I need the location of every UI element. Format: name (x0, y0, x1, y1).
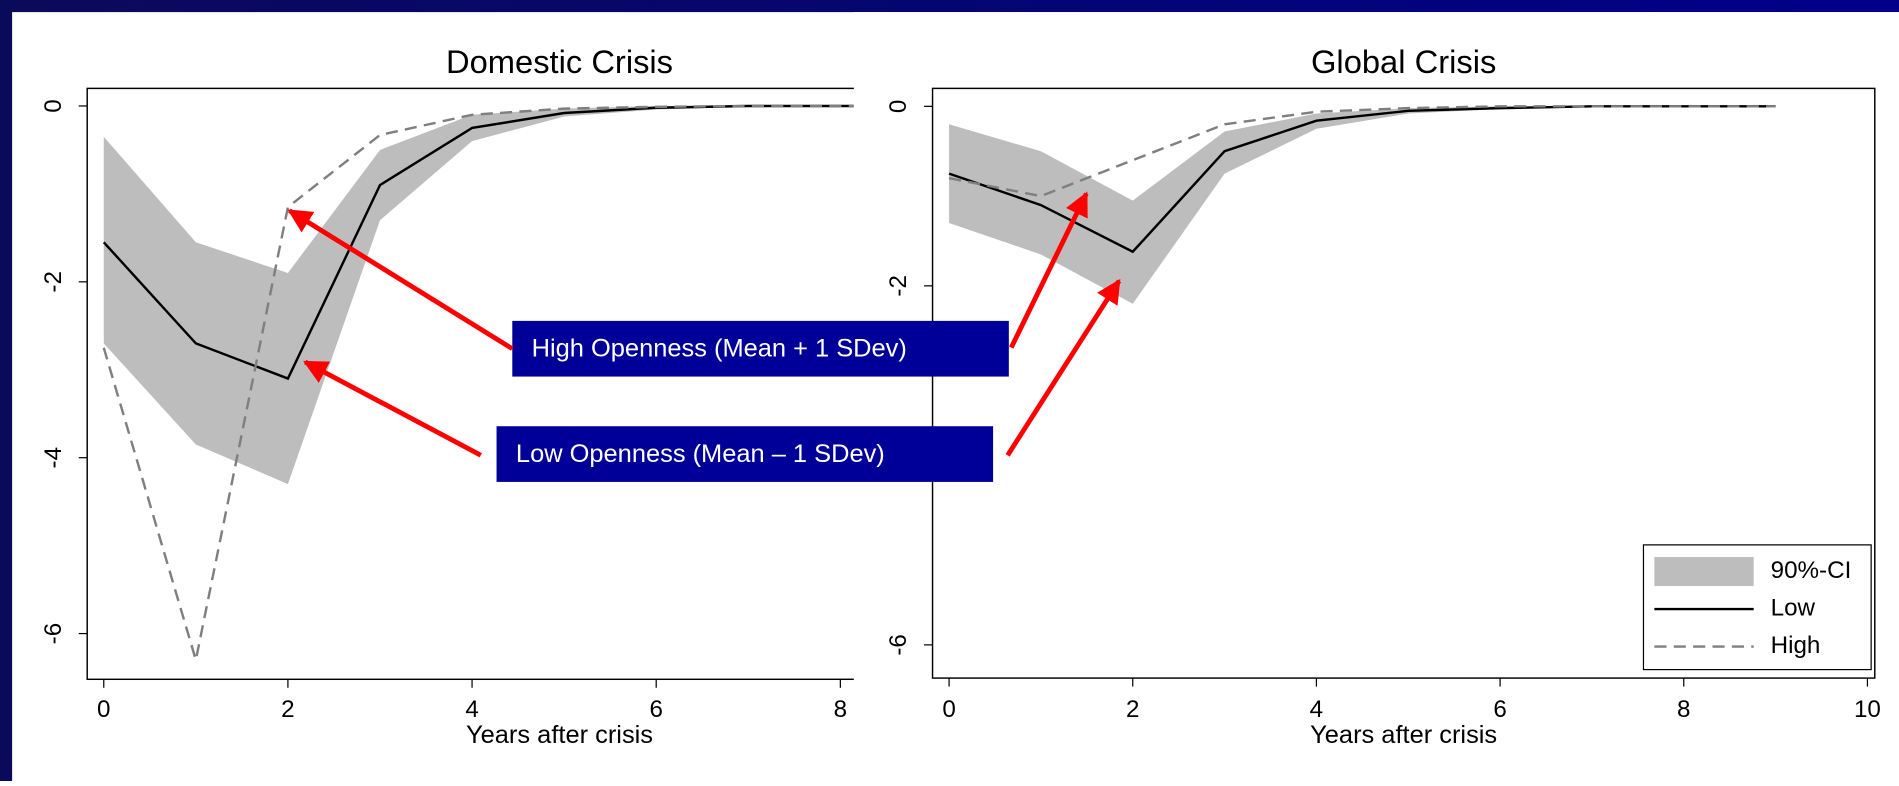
chart-title: Global Crisis (1311, 43, 1496, 80)
x-tick-label: 8 (834, 696, 847, 723)
x-tick-label: 6 (1493, 696, 1506, 723)
x-tick-label: 8 (1677, 696, 1690, 723)
arrow (303, 359, 482, 458)
chart-title: Domestic Crisis (446, 43, 673, 80)
arrow (1005, 278, 1122, 457)
plot-area (931, 87, 1876, 679)
x-tick-label: 10 (1854, 696, 1881, 723)
annotations: High Openness (Mean + 1 SDev) Low Openne… (287, 191, 1122, 482)
series-line (102, 104, 933, 661)
annotation: High Openness (Mean + 1 SDev) (532, 335, 907, 363)
ci-band (103, 105, 933, 485)
x-tick-label: 4 (465, 696, 478, 723)
y-tick-label: -2 (40, 271, 67, 293)
y-tick-label: 0 (40, 99, 67, 112)
x-tick-label: 2 (1126, 696, 1139, 723)
x-axis-label: Years after crisis (1310, 721, 1497, 749)
ci-band (949, 106, 1776, 304)
series-line (948, 105, 1776, 198)
x-axis-label: Years after crisis (466, 721, 653, 749)
x-tick-label: 4 (1310, 696, 1323, 723)
legend-label: High (1771, 632, 1821, 659)
annotation-box (496, 426, 994, 482)
x-tick-label: 0 (97, 696, 110, 723)
legend-label: 90%-CI (1771, 557, 1852, 584)
y-tick-label: -2 (885, 275, 912, 297)
annotation: Low Openness (Mean – 1 SDev) (516, 440, 885, 468)
arrow (287, 208, 514, 351)
legend-swatch (1654, 556, 1754, 587)
x-tick-label: 2 (281, 696, 294, 723)
y-tick-label: -6 (885, 634, 912, 656)
x-tick-label: 0 (942, 696, 955, 723)
y-tick-label: -6 (40, 623, 67, 645)
y-tick-label: -4 (40, 447, 67, 469)
y-tick-label: 0 (885, 100, 912, 113)
legend-label: Low (1771, 594, 1816, 621)
annotation-box (512, 320, 1009, 377)
arrow (1009, 191, 1089, 349)
x-tick-label: 6 (649, 696, 662, 723)
